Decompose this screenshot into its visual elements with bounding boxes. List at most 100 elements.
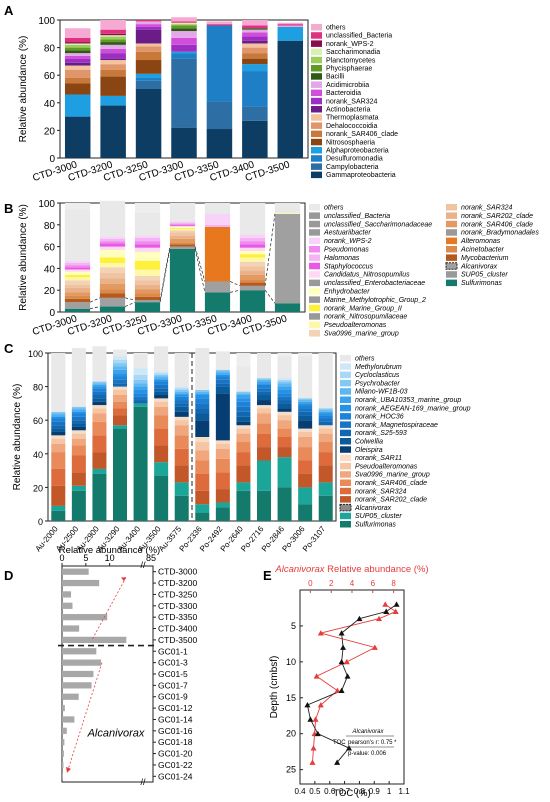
bar-segment-pseudomonas xyxy=(169,223,196,225)
bar-segment-norank-s25-593 xyxy=(71,420,86,424)
bar-segment-dehalococcoidia xyxy=(135,46,162,52)
bar-segment-alcanivorax xyxy=(169,246,196,249)
alcanivorax-point xyxy=(376,615,383,622)
bar-segment-unclassified-bacteria xyxy=(206,24,233,26)
legend-label-norank-uba10353-marine-group: norank_UBA10353_marine_group xyxy=(355,397,461,404)
y-tick-label: 40 xyxy=(44,99,56,110)
bar-segment-nitrososphaeria xyxy=(135,60,162,74)
legend-swatch-alcanivorax xyxy=(445,262,458,270)
legend-label-norank-nitrosopumilaceae: norank_Nitrosopumilaceae xyxy=(324,314,407,321)
bar-segment-campylobacteria xyxy=(171,58,197,128)
y-tick-label: 40 xyxy=(44,264,56,275)
toc-point xyxy=(344,673,351,679)
bar-segment-norank-sar324 xyxy=(64,58,91,63)
bar-segment-norank-sar406-clade xyxy=(99,283,126,290)
bar-segment-norank-sar202-clade xyxy=(99,278,126,284)
bar-segment-others xyxy=(64,209,91,261)
bar-segment-norank-hoc36 xyxy=(277,393,292,397)
bar-segment-others xyxy=(71,347,86,407)
bar-segment-norank-sar324 xyxy=(134,280,161,285)
legend-swatch-sulfurimonas xyxy=(446,279,457,287)
bar-segment-pseudoalteromonas xyxy=(257,408,271,414)
bar-segment-oleispira xyxy=(51,431,66,436)
bar-segment-norank-magnetospiraceae xyxy=(318,418,333,422)
y-tick-label: 20 xyxy=(286,729,296,739)
legend-swatch-unclassified-saccharimonadaceae xyxy=(309,220,320,228)
bar-segment-unclassified-bacteria xyxy=(64,37,91,43)
bar-segment-norank-aegean-169-marine-group xyxy=(236,398,251,402)
x-tick-label: 0.8 xyxy=(354,787,366,796)
bar-segment-milano-wf1b-03 xyxy=(174,391,189,394)
bar-segment-norank-hoc36 xyxy=(51,418,66,422)
y-tick-label: 0 xyxy=(49,154,55,165)
bar-segment-candidatus-nitrosopumilus xyxy=(134,247,161,253)
bar-segment-acidimicrobiia xyxy=(64,53,91,56)
bar-segment-norank-sar406-clade xyxy=(215,458,230,473)
legend-label-desulfuromonadia: Desulfuromonadia xyxy=(326,156,383,163)
bar-segment-norank-s25-593 xyxy=(318,421,333,426)
bar-segment-norank-sar406-clade xyxy=(135,51,162,61)
bar-segment-norank-sar324 xyxy=(298,460,313,474)
bar-segment-bacteroidia xyxy=(242,32,268,37)
dashed-connector-sulfurimonas xyxy=(230,289,240,293)
y-axis-label: Depth (cmbsf) xyxy=(269,656,280,719)
legend-swatch-cycloclasticus xyxy=(340,371,351,379)
y-tick-label: 60 xyxy=(44,71,56,82)
bar-segment-planctomycetes xyxy=(171,24,197,26)
bar-segment-others xyxy=(277,22,304,25)
legend-swatch-mycobacterium xyxy=(446,254,457,261)
category-label: GC01-22 xyxy=(158,760,193,770)
legend-swatch-psychrobacter xyxy=(340,379,351,387)
legend-label-norank-sar324: norank_SAR324 xyxy=(326,98,377,105)
bar-segment-others xyxy=(133,354,148,369)
toc-point xyxy=(334,759,341,765)
bar-segment-norank-magnetospiraceae xyxy=(154,384,169,389)
bar-segment-sup05-cluster xyxy=(298,487,313,505)
bar-segment-alphaproteobacteria xyxy=(277,26,304,41)
bar-segment-norank-sar324 xyxy=(215,472,230,490)
bar-segment-norank-s25-593 xyxy=(154,388,169,392)
bar-segment-norank-marine-group-ii xyxy=(134,260,161,270)
bar-segment-norank-sar324 xyxy=(318,452,333,466)
bar-segment-psychrobacter xyxy=(133,379,148,384)
bar-segment-norank-uba10353-marine-group xyxy=(174,393,189,395)
bar-segment-sva0996-marine-group xyxy=(318,433,333,443)
bar-segment-norank-s25-593 xyxy=(277,400,292,404)
bar-segment-pseudoalteromonas xyxy=(318,428,333,434)
bar-segment-sulfurimonas xyxy=(133,406,148,521)
bar-segment-norank-wps-2 xyxy=(134,235,161,238)
toc-point xyxy=(340,644,347,650)
alcanivorax-point xyxy=(313,673,320,679)
bar-segment-mycobacterium xyxy=(99,293,126,298)
bar-segment-norank-sar324 xyxy=(277,437,292,448)
bar xyxy=(62,750,64,757)
legend-label-others: others xyxy=(326,25,346,32)
axis-break-icon: // xyxy=(140,777,146,787)
bar-segment-mycobacterium xyxy=(169,244,196,247)
bar-segment-sva0996-marine-group xyxy=(113,395,127,402)
bar-segment-others xyxy=(113,349,127,357)
bar-segment-pseudoalteromonas xyxy=(99,262,126,268)
legend-swatch-alteromonas xyxy=(446,237,457,245)
bar-segment-norank-sar202-clade xyxy=(64,288,91,293)
bar-segment-sulfurimonas xyxy=(298,504,313,521)
bar-segment-norank-hoc36 xyxy=(236,401,251,407)
legend-label-sva0996-marine-group: Sva0996_marine_group xyxy=(324,331,399,338)
legend-swatch-saccharimonadia xyxy=(311,48,322,56)
bar-segment-gammaproteobacteria xyxy=(277,40,304,159)
bar-segment-actinobacteria xyxy=(64,62,91,66)
bar xyxy=(62,773,63,780)
bar-segment-others xyxy=(257,353,271,379)
bar-segment-cycloclasticus xyxy=(174,388,189,390)
category-label: GC01-3 xyxy=(158,658,188,668)
bar-segment-colwellia xyxy=(236,416,251,422)
dashed-connector-alcanivorax xyxy=(264,213,276,286)
x-tick-label-top: 2 xyxy=(329,579,334,588)
bar-segment-norank-uba10353-marine-group xyxy=(154,378,169,380)
bar-segment-milano-wf1b-03 xyxy=(51,413,66,416)
legend-label-unclassified-saccharimonadaceae: unclassified_Saccharimonadaceae xyxy=(324,221,432,228)
bar-segment-norank-uba10353-marine-group xyxy=(257,381,271,384)
bar-segment-dehalococcoidia xyxy=(242,47,268,54)
bar-segment-pseudoalteromonas xyxy=(239,257,266,262)
